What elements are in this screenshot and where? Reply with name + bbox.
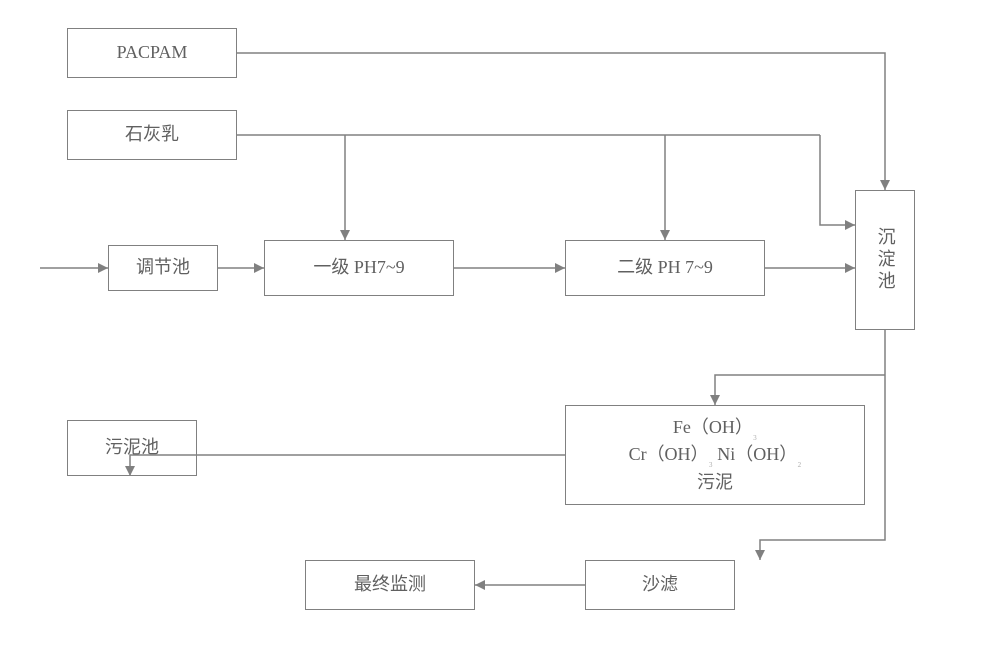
node-sludge-oh: Fe（OH）₃ Cr（OH）₃ Ni（OH）₂ 污泥 bbox=[565, 405, 865, 505]
node-label: 调节池 bbox=[136, 255, 190, 280]
node-monitor: 最终监测 bbox=[305, 560, 475, 610]
node-label: 石灰乳 bbox=[125, 122, 179, 147]
node-label: 污泥池 bbox=[105, 435, 159, 460]
node-label: 二级 PH 7~9 bbox=[617, 255, 713, 280]
edges-layer bbox=[0, 0, 1000, 647]
sludge-line1: Fe（OH）₃ bbox=[673, 415, 757, 442]
sludge-line2: Cr（OH）₃ Ni（OH）₂ bbox=[629, 442, 802, 469]
node-sludge: 污泥池 bbox=[67, 420, 197, 476]
node-lime: 石灰乳 bbox=[67, 110, 237, 160]
node-label: 一级 PH7~9 bbox=[313, 255, 404, 280]
node-adjust: 调节池 bbox=[108, 245, 218, 291]
node-ph1: 一级 PH7~9 bbox=[264, 240, 454, 296]
node-settle: 沉淀池 bbox=[855, 190, 915, 330]
node-label: 沉淀池 bbox=[872, 227, 897, 293]
node-label: 沙滤 bbox=[642, 572, 678, 597]
node-label: 最终监测 bbox=[354, 572, 426, 597]
sludge-line3: 污泥 bbox=[697, 470, 733, 495]
node-pacpam: PACPAM bbox=[67, 28, 237, 78]
node-filter: 沙滤 bbox=[585, 560, 735, 610]
node-label: PACPAM bbox=[117, 40, 188, 65]
flowchart-canvas: PACPAM 石灰乳 调节池 一级 PH7~9 二级 PH 7~9 沉淀池 Fe… bbox=[0, 0, 1000, 647]
node-ph2: 二级 PH 7~9 bbox=[565, 240, 765, 296]
